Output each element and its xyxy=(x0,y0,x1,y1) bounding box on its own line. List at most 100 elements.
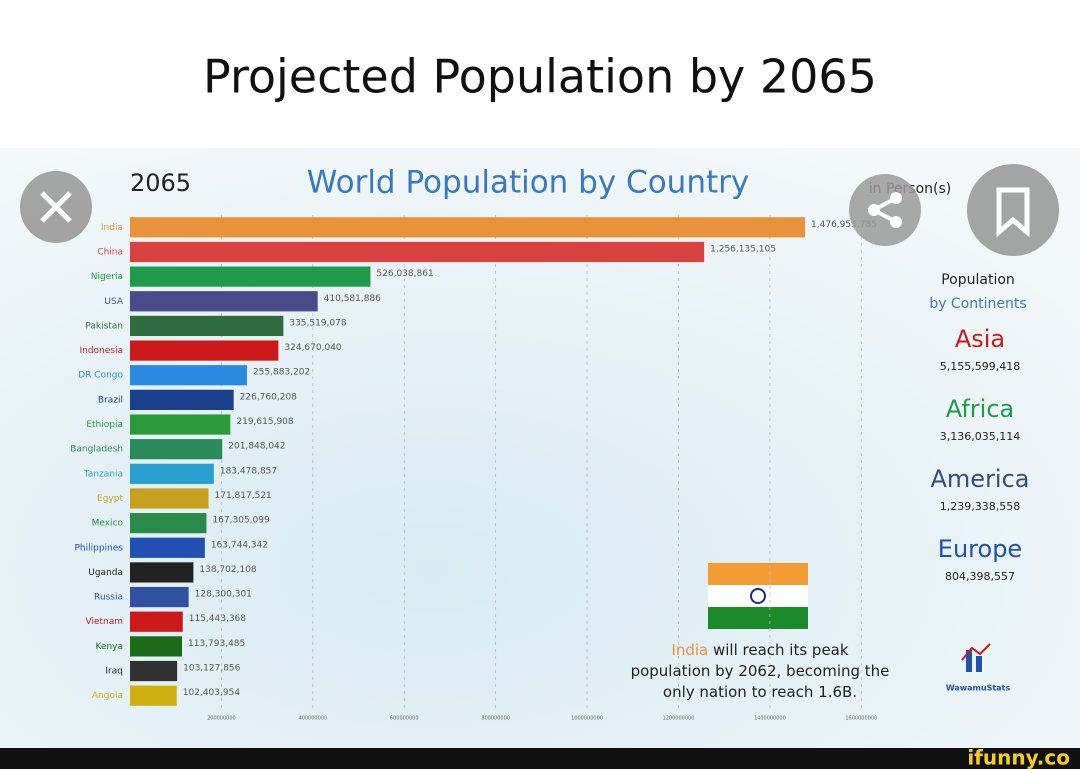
bar xyxy=(130,365,247,386)
annotation-highlight: India xyxy=(671,641,709,659)
y-tick-label: USA xyxy=(104,297,123,307)
value-label: 138,702,108 xyxy=(199,565,257,575)
value-label: 1,476,953,785 xyxy=(811,220,877,230)
continent-value: 5,155,599,418 xyxy=(940,360,1020,373)
share-icon xyxy=(890,192,902,204)
share-button[interactable] xyxy=(849,174,921,246)
value-label: 226,760,208 xyxy=(240,392,298,402)
bar xyxy=(130,660,178,682)
bar xyxy=(130,562,194,583)
value-label: 171,817,521 xyxy=(215,491,272,501)
value-label: 324,670,040 xyxy=(284,343,342,353)
share-icon xyxy=(890,216,902,228)
continent-value: 804,398,557 xyxy=(945,570,1015,583)
bar xyxy=(130,291,318,312)
bar xyxy=(130,241,705,263)
bar xyxy=(130,266,371,287)
bar xyxy=(130,340,279,361)
bar xyxy=(130,488,209,509)
logo xyxy=(976,656,982,672)
bar xyxy=(130,537,205,558)
brand: WawamuStats xyxy=(946,684,1011,693)
bar xyxy=(130,463,214,484)
value-label: 183,478,857 xyxy=(220,466,277,476)
save-button[interactable] xyxy=(967,164,1059,256)
y-tick-label: Russia xyxy=(94,593,123,603)
y-tick-label: Brazil xyxy=(98,395,123,405)
y-tick-label: Nigeria xyxy=(91,272,123,282)
x-tick-label: 200000000 xyxy=(207,716,236,722)
y-tick-label: Mexico xyxy=(92,519,124,529)
x-tick-label: 1400000000 xyxy=(754,716,786,722)
y-tick-label: China xyxy=(97,247,123,257)
bar xyxy=(130,611,183,632)
x-tick-label: 400000000 xyxy=(299,716,328,722)
chart-title: World Population by Country xyxy=(307,165,749,201)
bar xyxy=(130,685,177,706)
y-tick-label: India xyxy=(101,223,123,233)
page-title: Projected Population by 2065 xyxy=(203,50,877,104)
x-tick-label: 1200000000 xyxy=(663,716,695,722)
continent-name: Europe xyxy=(938,535,1022,563)
value-label: 410,581,886 xyxy=(324,294,382,304)
y-tick-label: Indonesia xyxy=(79,346,123,356)
share-icon xyxy=(868,204,880,216)
annotation: India will reach its peak population by … xyxy=(630,640,890,703)
bar xyxy=(130,439,223,460)
y-tick-label: Bangladesh xyxy=(70,445,123,455)
value-label: 1,256,135,105 xyxy=(710,244,776,254)
panel-title: Population xyxy=(941,272,1015,288)
flag-wheel xyxy=(750,588,766,604)
header-bg xyxy=(0,0,1080,148)
value-label: 167,305,099 xyxy=(212,516,270,526)
flag-stripe xyxy=(708,607,808,629)
y-tick-label: Vietnam xyxy=(85,617,123,627)
y-tick-label: DR Congo xyxy=(78,371,123,381)
footer-bar xyxy=(0,748,1080,769)
logo xyxy=(961,643,991,661)
annotation-text: will reach its peak population by 2062, … xyxy=(630,641,890,701)
y-tick-label: Kenya xyxy=(95,642,123,652)
panel-subtitle: by Continents xyxy=(929,296,1026,312)
value-label: 102,403,954 xyxy=(183,688,241,698)
y-tick-label: Tanzania xyxy=(83,469,123,479)
bar xyxy=(130,586,189,608)
value-label: 103,127,856 xyxy=(183,664,241,674)
value-label: 201,848,042 xyxy=(228,442,285,452)
plot: 200000000 400000000 600000000 800000000 1000… xyxy=(70,215,1030,722)
y-tick-label: Ethiopia xyxy=(86,420,123,430)
flag-stripe xyxy=(708,563,808,585)
y-tick-label: Iraq xyxy=(105,667,123,677)
continent-name: Africa xyxy=(946,395,1014,423)
y-tick-label: Angola xyxy=(92,691,123,701)
x-tick-label: 800000000 xyxy=(481,716,510,722)
close-icon xyxy=(40,191,72,223)
bar xyxy=(130,389,234,410)
continent-value: 3,136,035,114 xyxy=(940,430,1020,443)
bar xyxy=(130,636,183,657)
continent-name: America xyxy=(931,465,1030,493)
save-icon xyxy=(996,187,1030,238)
value-label: 255,883,202 xyxy=(253,368,310,378)
x-tick-label: 600000000 xyxy=(390,716,419,722)
bar xyxy=(130,315,284,337)
value-label: 526,038,861 xyxy=(376,269,433,279)
value-label: 335,519,078 xyxy=(289,318,347,328)
y-tick-label: Egypt xyxy=(97,494,123,504)
value-label: 219,615,908 xyxy=(236,417,294,427)
watermark: ifunny.co xyxy=(967,746,1070,770)
y-tick-label: Uganda xyxy=(88,568,123,578)
period-label: 2065 xyxy=(130,169,191,197)
value-label: 128,300,301 xyxy=(195,590,252,600)
y-tick-label: Philippines xyxy=(75,543,124,553)
continent-name: Asia xyxy=(955,325,1005,353)
value-label: 115,443,368 xyxy=(189,614,247,624)
logo xyxy=(966,650,972,672)
bar xyxy=(130,513,207,534)
bar xyxy=(130,217,806,238)
continent-value: 1,239,338,558 xyxy=(940,500,1020,513)
x-tick-label: 1000000000 xyxy=(571,716,603,722)
value-label: 163,744,342 xyxy=(211,540,268,550)
